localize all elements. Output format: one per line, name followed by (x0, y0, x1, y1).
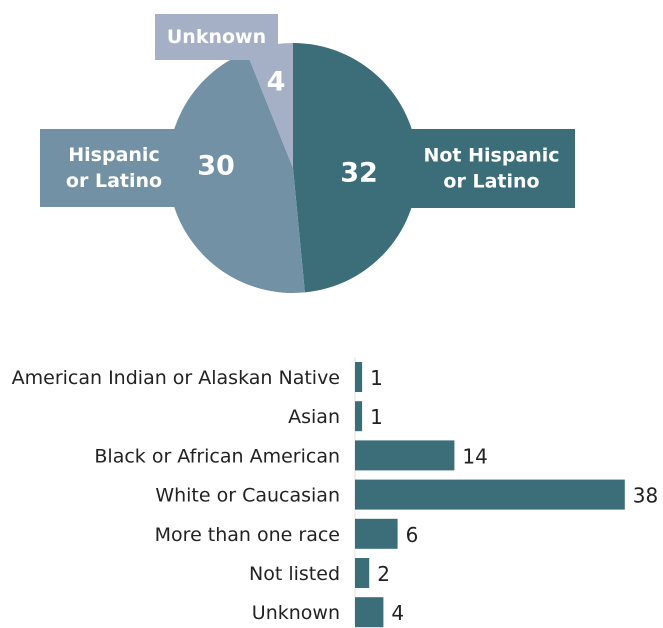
bar-category-label-american-indian-or-alaskan-native: American Indian or Alaskan Native (12, 367, 340, 389)
ethnicity-pie-labels: Not Hispanic or Latino 32 Hispanic or Latino… (40, 14, 575, 208)
bar-value-label-white-or-caucasian: 38 (633, 484, 658, 508)
bar-category-label-not-listed: Not listed (249, 563, 340, 585)
pie-label-not-hispanic-or-latino-line-1: Not Hispanic (423, 145, 559, 167)
bar-white-or-caucasian (355, 479, 625, 510)
pie-label-hispanic-or-latino-line-1: Hispanic (68, 144, 159, 166)
pie-value-not-hispanic-or-latino: 32 (340, 158, 378, 189)
bar-more-than-one-race (355, 518, 398, 549)
pie-label-box-not-hispanic-or-latino (408, 129, 575, 208)
bar-value-label-more-than-one-race: 6 (406, 523, 419, 547)
pie-slice-not-hispanic-or-latino (293, 43, 418, 293)
pie-label-box-unknown (155, 14, 278, 60)
pie-slice-unknown (246, 43, 293, 168)
race-bar-chart: American Indian or Alaskan Native 1 Asian 1… (12, 357, 658, 628)
bar-category-label-more-than-one-race: More than one race (155, 524, 340, 546)
bar-category-label-unknown: Unknown (252, 602, 340, 624)
pie-slice-hispanic-or-latino (167, 51, 305, 293)
bar-american-indian-or-alaskan-native (355, 362, 363, 392)
pie-label-hispanic-or-latino-line-2: or Latino (66, 170, 162, 192)
bar-category-label-white-or-caucasian: White or Caucasian (155, 485, 340, 507)
bar-asian (355, 401, 363, 432)
bar-unknown (355, 597, 384, 628)
bar-not-listed (355, 558, 370, 588)
ethnicity-pie-chart (167, 43, 418, 293)
bar-category-label-black-or-african-american: Black or African American (94, 445, 340, 467)
bar-value-label-not-listed: 2 (377, 562, 390, 586)
bar-black-or-african-american (355, 440, 455, 471)
pie-label-unknown-line-1: Unknown (167, 26, 266, 48)
pie-value-hispanic-or-latino: 30 (197, 151, 235, 182)
pie-label-not-hispanic-or-latino-line-2: or Latino (443, 171, 539, 193)
pie-value-unknown: 4 (267, 67, 286, 98)
bar-category-label-asian: Asian (288, 406, 340, 428)
bar-value-label-black-or-african-american: 14 (462, 444, 487, 468)
bar-value-label-unknown: 4 (391, 601, 404, 625)
pie-label-box-hispanic-or-latino (40, 129, 188, 207)
bar-value-label-american-indian-or-alaskan-native: 1 (370, 366, 383, 390)
bar-value-label-asian: 1 (370, 405, 383, 429)
